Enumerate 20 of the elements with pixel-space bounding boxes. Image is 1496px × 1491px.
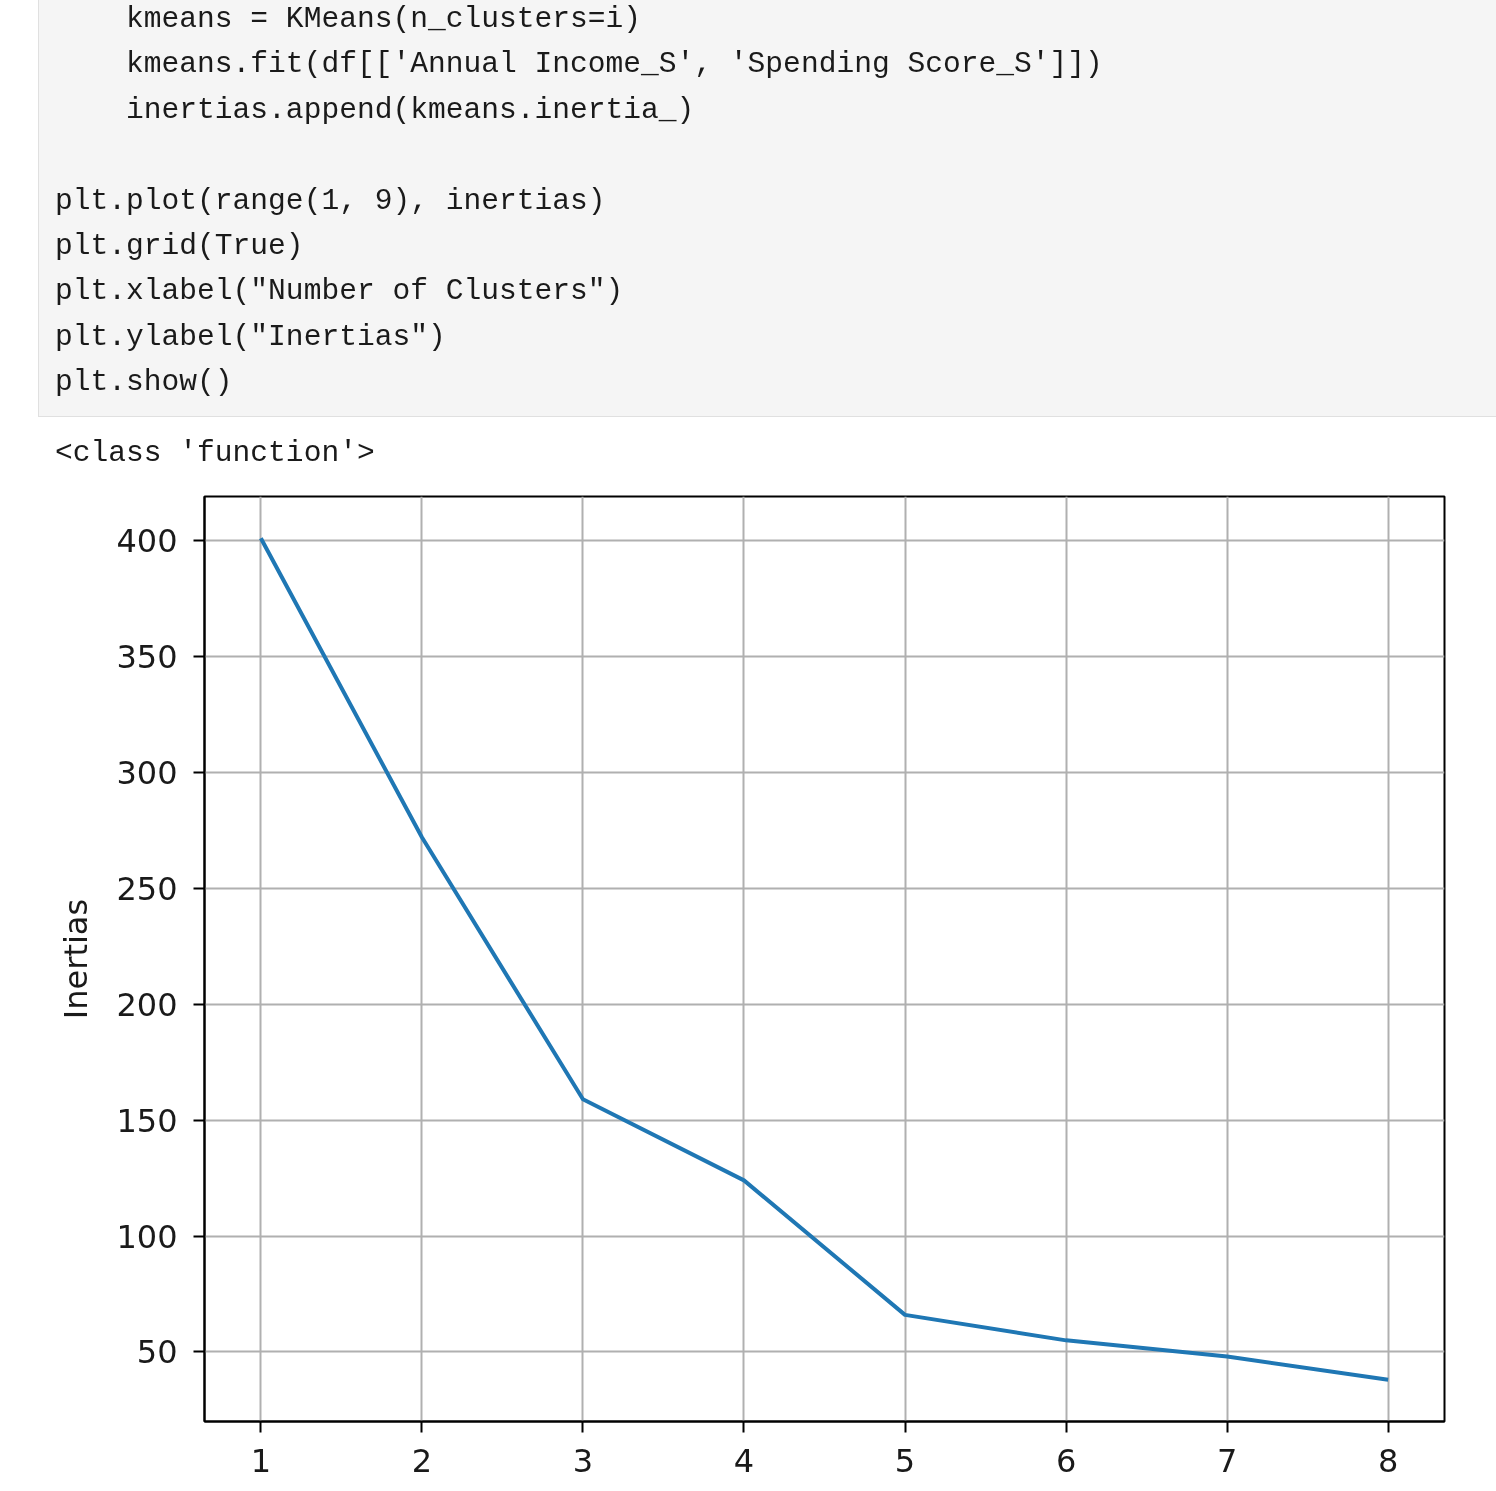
text: <class 'function'>	[55, 435, 375, 472]
x-tick-label: 1	[250, 1441, 272, 1480]
x-tick-label: 2	[411, 1441, 433, 1480]
x-tick-label: 7	[1216, 1441, 1238, 1480]
line-series	[258, 536, 1391, 1382]
y-tick-label: 400	[116, 522, 178, 561]
x-tick-label: 3	[572, 1441, 594, 1480]
x-tick-label: 8	[1377, 1441, 1399, 1480]
x-tick-label: 5	[894, 1441, 916, 1480]
text: kmeans = KMeans(n_clusters=i) kmeans.fit(df[['Annual Income_S', 'Spending Score_S']]) inertias.append(kmeans.inertia_) plt.plot(range(1, 9), inertias) plt.grid(True) plt.xlabel("Number of Clusters") plt.ylabel("Inertias") plt.show()	[55, 2, 1103, 400]
y-tick-label: 150	[116, 1101, 178, 1140]
y-tick-label: 200	[116, 985, 178, 1024]
x-tick-label: 4	[733, 1441, 755, 1480]
y-tick-label: 300	[116, 753, 178, 792]
x-tick-label: 6	[1055, 1441, 1077, 1480]
y-tick-label: 250	[116, 869, 178, 908]
y-tick-label: 100	[116, 1217, 178, 1256]
y-tick-label: 350	[116, 637, 178, 676]
y-axis-title: Inertias	[57, 898, 96, 1020]
y-tick-label: 50	[136, 1333, 178, 1372]
